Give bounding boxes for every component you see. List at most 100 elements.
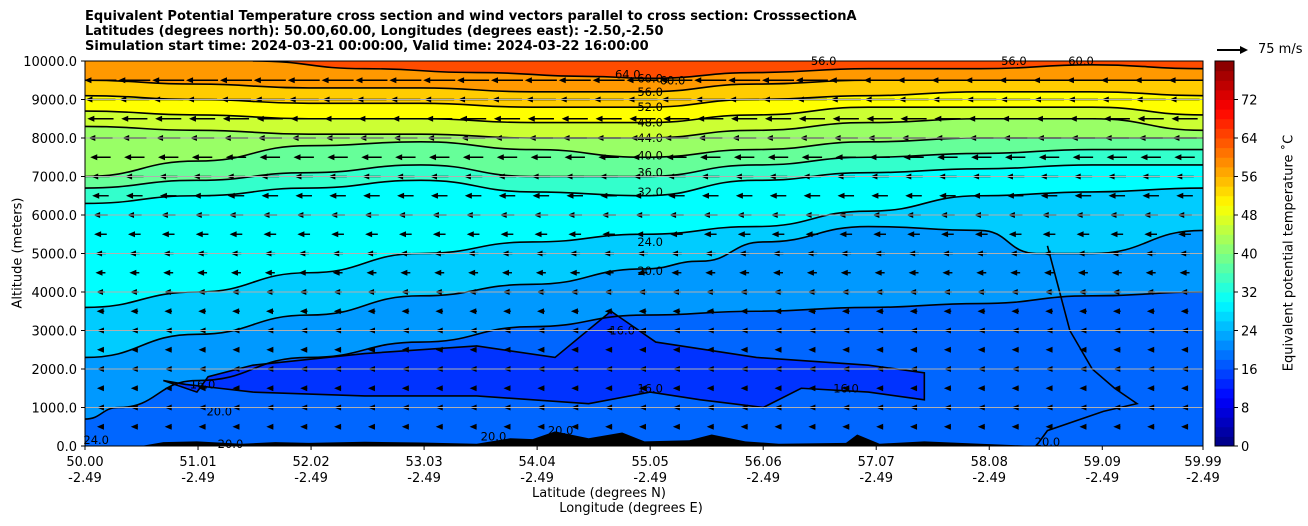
wind-vector-head — [366, 269, 374, 276]
wind-vector-head — [977, 308, 985, 315]
wind-vector-head — [130, 346, 138, 353]
wind-vector-head — [96, 308, 104, 315]
tick-label-lat: 58.08 — [971, 455, 1008, 470]
colorbar-segment — [1215, 330, 1234, 341]
wind-vector-head — [566, 192, 574, 199]
colorbar-segment — [1215, 166, 1234, 177]
wind-vector-head — [869, 154, 877, 161]
wind-vector-head — [871, 192, 879, 199]
wind-vector-head — [266, 385, 274, 392]
wind-vector-head — [769, 192, 777, 199]
plot-frame — [84, 60, 1204, 447]
wind-vector-head — [706, 308, 714, 315]
contour-label: 20.0 — [481, 429, 507, 443]
wind-vector-head — [837, 192, 845, 199]
wind-vector-head — [1147, 385, 1155, 392]
wind-vector-head — [457, 77, 465, 84]
tick-label-y: 5000.0 — [32, 248, 78, 263]
wind-vector-head — [293, 154, 301, 161]
wind-vector-head — [537, 346, 545, 353]
wind-vector-head — [1146, 308, 1154, 315]
contour-20 — [85, 291, 1203, 420]
wind-vector-head — [468, 269, 476, 276]
tick-label-lat: 53.03 — [405, 455, 442, 470]
wind-vector-head — [329, 192, 337, 199]
wind-vector-head — [230, 269, 238, 276]
wind-vector-head — [808, 423, 816, 430]
colorbar-segment — [1215, 70, 1234, 81]
wind-vector-head — [1179, 269, 1187, 276]
colorbar-segment — [1215, 234, 1234, 245]
wind-vector-head — [1113, 346, 1121, 353]
wind-vector-head — [1045, 385, 1053, 392]
wind-vector-head — [96, 385, 104, 392]
wind-vector-head — [672, 346, 680, 353]
tick-label-lon: -2.49 — [407, 471, 441, 486]
wind-vector-head — [639, 346, 646, 353]
x-axis-label-longitude: Longitude (degrees E) — [559, 501, 703, 516]
tick-label-y: 9000.0 — [32, 94, 78, 109]
colorbar-segment — [1215, 282, 1234, 293]
wind-vector-head — [764, 115, 772, 122]
colorbar-segment — [1215, 176, 1234, 187]
wind-vector-head — [232, 308, 240, 315]
wind-vector-head — [496, 154, 504, 161]
wind-vector-head — [129, 269, 137, 276]
wind-vector-head — [535, 269, 543, 276]
wind-vector-head — [876, 385, 884, 392]
tick-label-lon: -2.49 — [520, 471, 554, 486]
wind-vector-head — [1011, 308, 1019, 315]
tick-label-y: 1000.0 — [32, 402, 78, 417]
wind-vector-head — [188, 115, 196, 122]
wind-vector-head — [363, 192, 371, 199]
wind-vector-head — [561, 115, 569, 122]
wind-vector-head — [728, 77, 736, 84]
wind-vector-head — [264, 269, 272, 276]
wind-vector-head — [1113, 385, 1121, 392]
wind-vector-head — [435, 385, 443, 392]
wind-vector-head — [253, 77, 261, 84]
wind-vector-head — [571, 423, 579, 430]
wind-vector-head — [999, 77, 1007, 84]
wind-vector-head — [1181, 346, 1189, 353]
tick-label-y: 2000.0 — [32, 363, 78, 378]
wind-vector-head — [808, 385, 816, 392]
wind-vector-head — [367, 385, 375, 392]
wind-vector-head — [672, 423, 680, 430]
colorbar-segment — [1215, 407, 1234, 418]
wind-vector-head — [604, 308, 612, 315]
colorbar-tick-label: 0 — [1241, 440, 1249, 455]
wind-vector-head — [774, 346, 782, 353]
wind-vector-head — [432, 231, 440, 238]
wind-vector-head — [95, 269, 103, 276]
wind-vector-head — [632, 154, 640, 161]
wind-vector-head — [602, 231, 610, 238]
colorbar-segment — [1215, 359, 1234, 370]
wind-vector-head — [737, 231, 745, 238]
wind-vector-head — [300, 385, 308, 392]
wind-vector-head — [706, 423, 714, 430]
wind-vector-head — [287, 77, 295, 84]
wind-vector-head — [537, 423, 545, 430]
wind-vector-head — [435, 346, 443, 353]
wind-vector-head — [87, 115, 95, 122]
tick-label-y: 4000.0 — [32, 286, 78, 301]
wind-vector-head — [1147, 346, 1155, 353]
wind-vector-head — [1045, 308, 1053, 315]
wind-vector-head — [1106, 154, 1114, 161]
wind-vector-head — [464, 192, 472, 199]
wind-vector-head — [798, 115, 806, 122]
quiver-key-label: 75 m/s — [1258, 42, 1303, 57]
wind-vector-head — [841, 308, 849, 315]
wind-vector-head — [121, 115, 129, 122]
colorbar-label: Equivalent potential temperature ˚C — [1281, 134, 1297, 372]
wind-vector-head — [530, 154, 538, 161]
wind-vector-head — [92, 192, 100, 199]
wind-vector-head — [297, 231, 305, 238]
wind-vector-head — [130, 385, 138, 392]
wind-vector-head — [159, 192, 167, 199]
wind-vector-head — [705, 269, 713, 276]
wind-vector-head — [740, 423, 748, 430]
wind-vector-head — [332, 269, 340, 276]
wind-vector-head — [663, 115, 671, 122]
